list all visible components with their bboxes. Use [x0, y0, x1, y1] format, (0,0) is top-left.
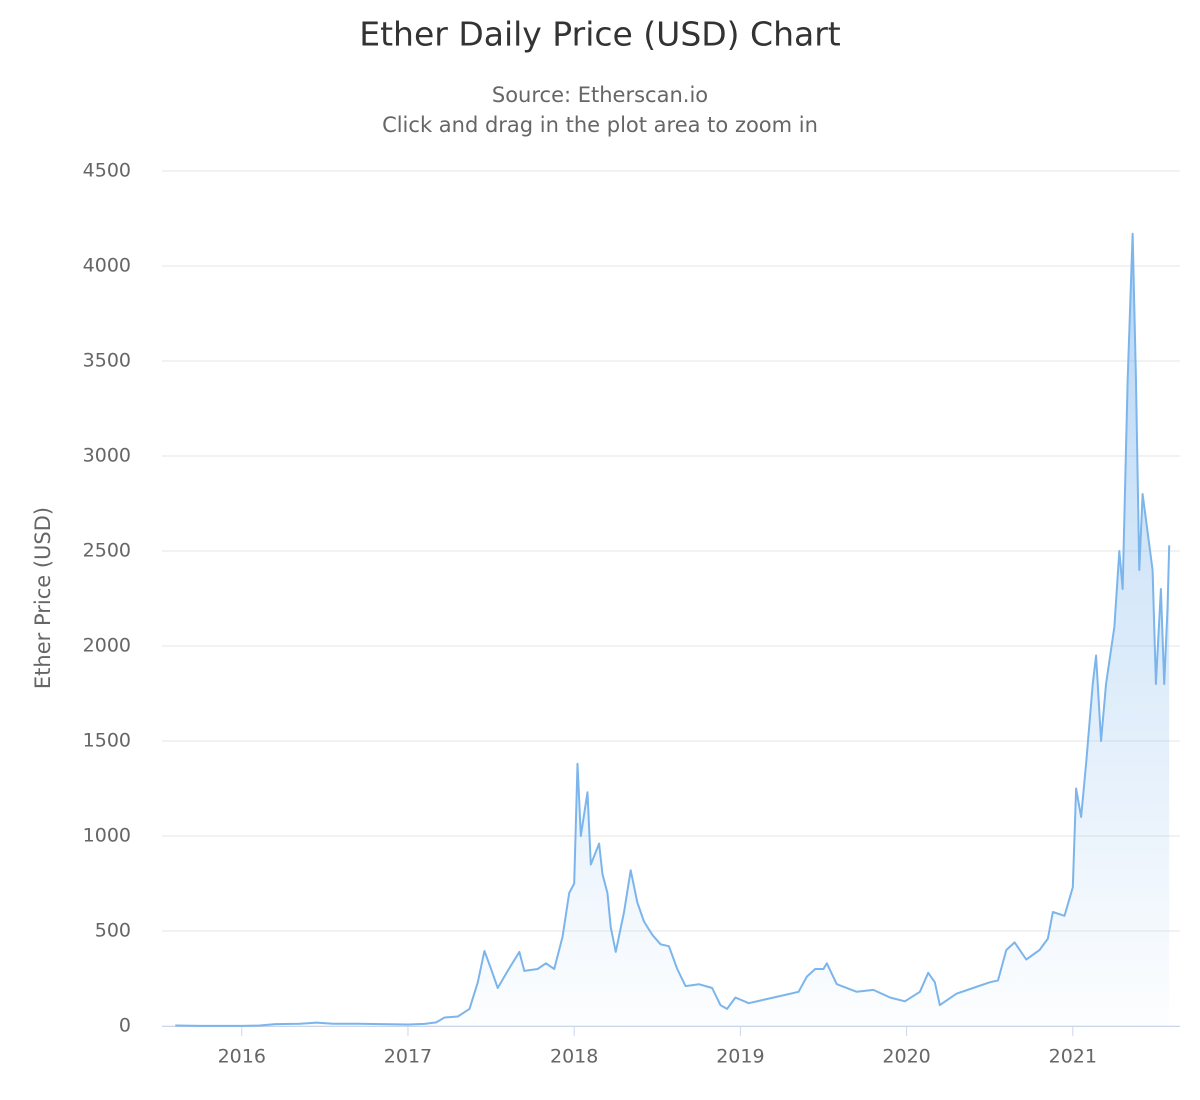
y-tick-label: 1500 — [83, 730, 131, 752]
x-tick-label: 2017 — [384, 1046, 432, 1068]
y-tick-label: 2500 — [83, 540, 131, 562]
x-tick-label: 2016 — [218, 1046, 266, 1068]
y-tick-label: 4000 — [83, 255, 131, 277]
chart-title: Ether Daily Price (USD) Chart — [359, 15, 841, 54]
y-tick-label: 4500 — [83, 160, 131, 182]
y-tick-label: 0 — [119, 1015, 131, 1037]
y-tick-label: 1000 — [83, 825, 131, 847]
x-tick-label: 2019 — [716, 1046, 764, 1068]
x-tick-label: 2021 — [1049, 1046, 1097, 1068]
y-tick-label: 3500 — [83, 350, 131, 372]
y-axis-title: Ether Price (USD) — [31, 507, 55, 689]
y-tick-label: 500 — [95, 920, 131, 942]
y-tick-label: 3000 — [83, 445, 131, 467]
chart-subtitle: Click and drag in the plot area to zoom … — [382, 113, 818, 137]
area-fill — [175, 233, 1170, 1026]
chart-subtitle: Source: Etherscan.io — [492, 83, 708, 107]
x-tick-label: 2018 — [550, 1046, 598, 1068]
y-tick-label: 2000 — [83, 635, 131, 657]
x-tick-label: 2020 — [882, 1046, 930, 1068]
price-line — [175, 232, 1171, 1027]
